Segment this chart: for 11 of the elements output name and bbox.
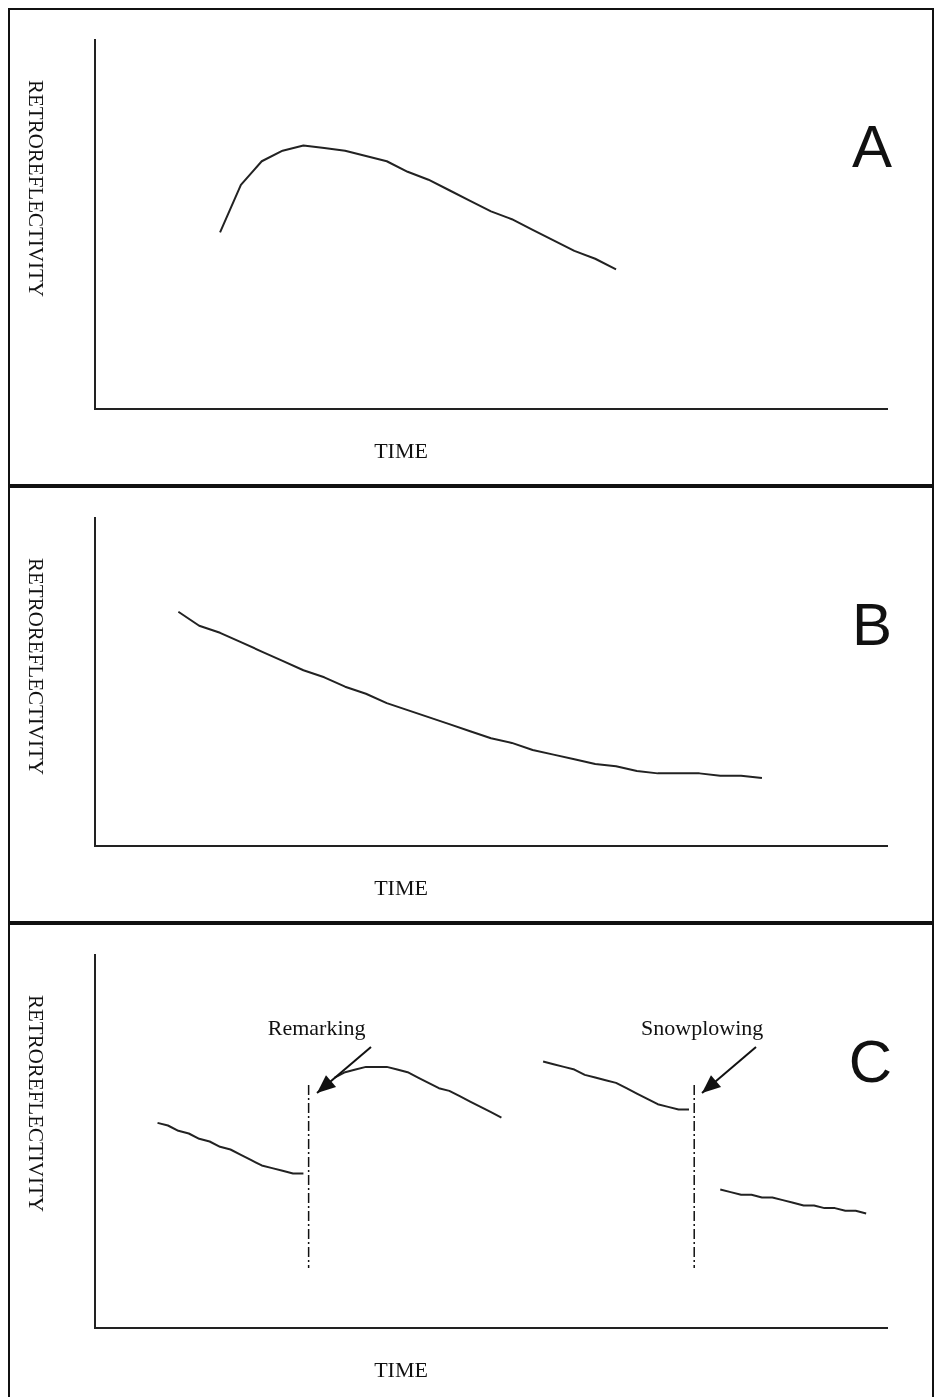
chart-title: C [848, 1027, 892, 1095]
chart-title: A [851, 112, 892, 180]
y-axis-title: RETROREFLECTIVITY [24, 558, 49, 775]
y-axis-title: RETROREFLECTIVITY [24, 80, 49, 297]
text: Snowplowing [641, 1014, 764, 1040]
chart-title: B [851, 590, 892, 658]
x-axis-title: TIME [374, 874, 428, 900]
text: Remarking [267, 1014, 366, 1040]
x-axis-title: TIME [374, 1356, 428, 1382]
x-axis-title: TIME [374, 437, 428, 463]
y-axis-title: RETROREFLECTIVITY [24, 995, 49, 1212]
